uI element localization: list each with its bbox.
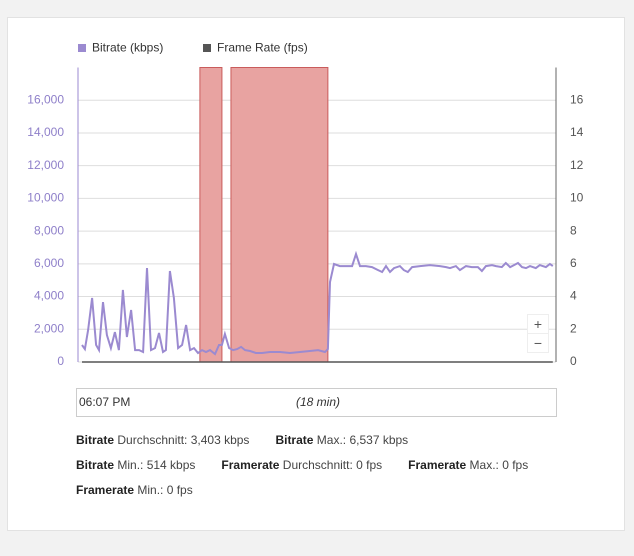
- y2-tick-label: 4: [570, 289, 577, 303]
- stat-label: Framerate: [408, 458, 467, 472]
- y-tick-label: 4,000: [34, 289, 64, 303]
- zoom-out[interactable]: −: [527, 333, 549, 353]
- range-bar: [76, 388, 557, 417]
- y2-tick-label: 6: [570, 256, 577, 270]
- stat: Bitrate Durchschnitt: 3,403 kbps: [76, 428, 249, 453]
- y2-tick-label: 14: [570, 125, 584, 139]
- series-line: [81, 250, 554, 356]
- legend-swatch: [78, 44, 86, 52]
- stats: Bitrate Durchschnitt: 3,403 kbps Bitrate …: [76, 428, 560, 503]
- zoom-in[interactable]: +: [527, 314, 549, 334]
- stat: Framerate Max.: 0 fps: [408, 453, 528, 478]
- stat-text: Max.: 6,537 kbps: [316, 433, 409, 447]
- band: [230, 67, 329, 363]
- stat: Bitrate Min.: 514 kbps: [76, 453, 195, 478]
- y2-tick-label: 0: [570, 354, 577, 368]
- range-length: (18 min): [296, 395, 340, 409]
- y-tick-label: 10,000: [27, 191, 64, 205]
- y2-tick-label: 10: [570, 191, 584, 205]
- y-tick-label: 2,000: [34, 321, 64, 335]
- y2-tick-label: 8: [570, 223, 577, 237]
- stat-label: Bitrate: [76, 433, 115, 447]
- y-tick-label: 6,000: [34, 256, 64, 270]
- y2-tick-label: 16: [570, 92, 584, 106]
- range-start: 06:07 PM: [79, 395, 130, 409]
- stat-label: Framerate: [76, 483, 135, 497]
- stat: Bitrate Max.: 6,537 kbps: [275, 428, 408, 453]
- stat-label: Bitrate: [275, 433, 314, 447]
- y-tick-label: 14,000: [27, 125, 64, 139]
- y-tick-label: 16,000: [27, 92, 64, 106]
- stat-label: Bitrate: [76, 458, 115, 472]
- y-tick-label: 8,000: [34, 223, 64, 237]
- stat: Framerate Durchschnitt: 0 fps: [221, 453, 382, 478]
- stat-text: Min.: 514 kbps: [117, 458, 196, 472]
- stat-text: Durchschnitt: 0 fps: [282, 458, 383, 472]
- band: [199, 67, 223, 363]
- y-tick-label: 12,000: [27, 158, 64, 172]
- stat-text: Max.: 0 fps: [469, 458, 529, 472]
- y-tick-label: 0: [57, 354, 64, 368]
- stat-text: Durchschnitt: 3,403 kbps: [117, 433, 250, 447]
- legend-label: Bitrate (kbps): [92, 41, 163, 55]
- y2-tick-label: 2: [570, 321, 577, 335]
- stat-label: Framerate: [221, 458, 280, 472]
- stat: Framerate Min.: 0 fps: [76, 478, 193, 503]
- legend-label: Frame Rate (fps): [217, 41, 308, 55]
- y2-tick-label: 12: [570, 158, 584, 172]
- stat-text: Min.: 0 fps: [137, 483, 193, 497]
- legend-swatch: [203, 44, 211, 52]
